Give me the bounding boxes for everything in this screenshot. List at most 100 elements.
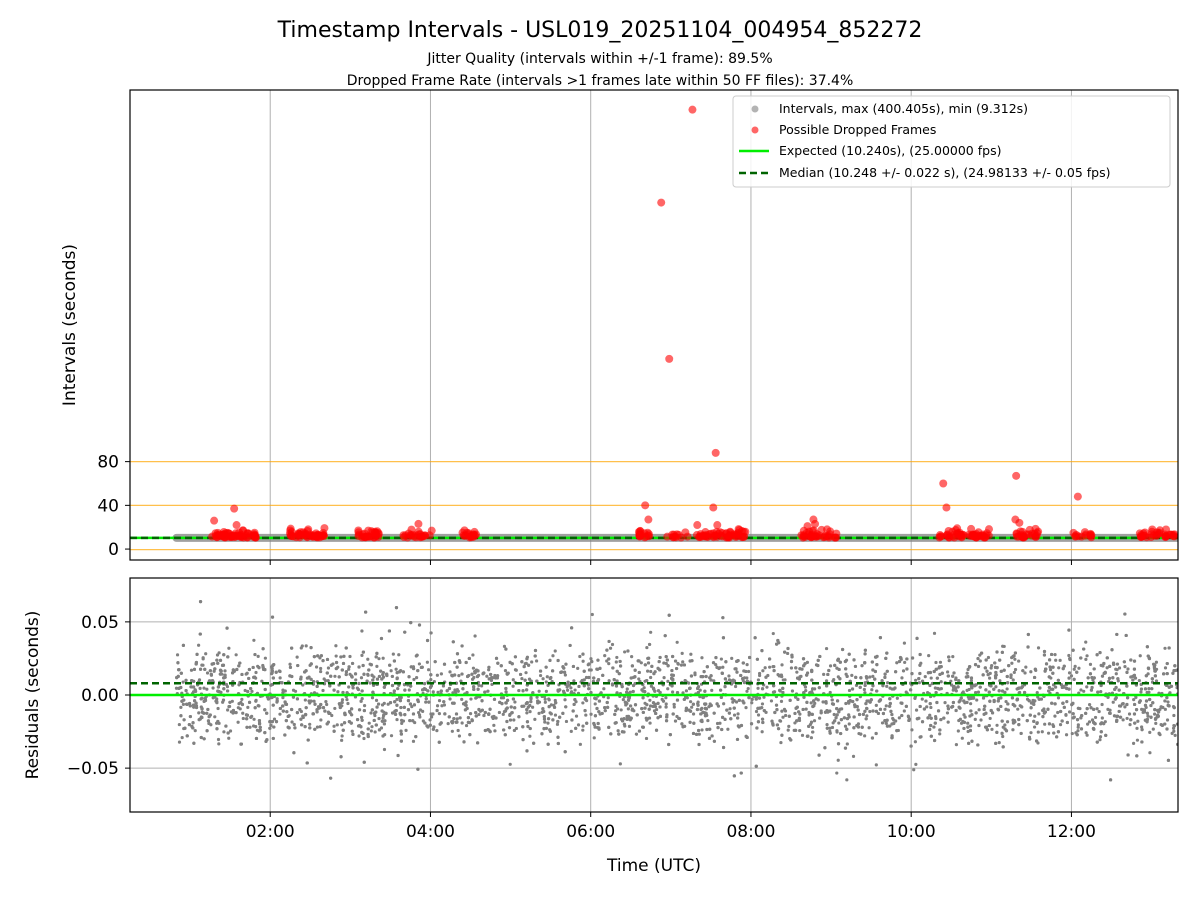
residual-point [350, 713, 354, 717]
residual-point [381, 713, 386, 718]
residual-point [240, 672, 244, 677]
residual-point [703, 706, 707, 710]
residual-point [1067, 671, 1072, 675]
residual-point [739, 723, 744, 728]
residual-point [870, 688, 874, 692]
residual-point [1058, 723, 1063, 727]
residual-point [719, 688, 723, 692]
residual-point [1069, 674, 1074, 678]
residual-point [615, 707, 620, 711]
residual-point [762, 695, 766, 699]
residual-point [1013, 657, 1017, 661]
residual-point [636, 659, 640, 663]
residual-point [455, 717, 459, 721]
residual-point [1132, 697, 1136, 702]
residual-point [368, 681, 372, 685]
residual-point [182, 718, 186, 722]
residual-point [875, 689, 879, 693]
residual-point [772, 684, 776, 688]
residual-point [202, 699, 206, 703]
residual-point [1153, 717, 1158, 721]
residual-point [1061, 667, 1065, 671]
residual-point [556, 735, 560, 739]
residual-point [457, 734, 462, 738]
residual-point [701, 674, 705, 679]
residual-point [1084, 711, 1088, 715]
residual-point [671, 690, 675, 694]
residual-point [608, 646, 613, 650]
residual-point [578, 742, 582, 746]
residual-point [1048, 658, 1052, 662]
residual-point [763, 666, 767, 670]
residual-point [822, 672, 826, 676]
residual-point [272, 717, 277, 721]
residual-point [777, 641, 781, 645]
residual-point [576, 723, 581, 727]
residual-point [729, 717, 733, 721]
residual-point [1165, 696, 1169, 700]
residual-point [705, 665, 709, 669]
residual-point [1115, 719, 1119, 724]
residual-point [956, 729, 960, 733]
residual-point [380, 709, 384, 713]
residual-point [1168, 691, 1172, 695]
residual-point [880, 721, 885, 725]
residual-point [1140, 725, 1144, 729]
residual-point [523, 662, 527, 666]
residual-point [1138, 699, 1142, 703]
residual-point [360, 730, 364, 734]
residual-point [415, 653, 419, 657]
residual-point [470, 672, 474, 676]
residual-point [710, 734, 714, 738]
residual-point [482, 713, 486, 718]
residual-point [756, 713, 761, 717]
residual-point [572, 702, 576, 707]
residual-point [481, 672, 485, 676]
residual-point [1037, 697, 1041, 701]
residual-point [215, 653, 220, 657]
residual-point [974, 691, 978, 695]
residual-point [794, 666, 798, 670]
residual-point [239, 742, 244, 746]
residual-point [455, 687, 459, 692]
residual-point [1103, 670, 1107, 674]
residual-point [379, 636, 384, 641]
residual-point [417, 623, 422, 627]
residual-point [568, 643, 572, 648]
residual-point [599, 691, 603, 695]
residual-point [450, 729, 454, 733]
residual-point [1005, 674, 1009, 679]
residual-point [1038, 686, 1042, 690]
residual-point [1032, 725, 1037, 729]
residual-point [684, 708, 688, 713]
residual-point [467, 656, 471, 661]
residual-point [1041, 708, 1045, 713]
residual-point [256, 654, 260, 658]
residual-point [396, 753, 400, 758]
residual-point [1051, 687, 1055, 691]
residual-point [399, 739, 403, 743]
residual-point [185, 702, 189, 706]
residual-point [871, 668, 875, 672]
residual-point [1037, 712, 1041, 716]
residual-point [707, 705, 711, 709]
residual-point [711, 661, 716, 665]
residual-point [641, 710, 645, 715]
dropped-frame-outlier [1073, 492, 1082, 501]
residual-point [393, 709, 397, 713]
dropped-frame-point [1162, 525, 1171, 534]
residual-point [721, 616, 725, 620]
residual-point [1048, 668, 1053, 672]
residual-point [875, 662, 879, 667]
residual-point [724, 660, 728, 664]
residual-point [435, 673, 439, 677]
dropped-frame-point [1016, 527, 1025, 536]
residual-point [395, 676, 399, 681]
residual-point [639, 661, 643, 665]
residual-point [1070, 731, 1074, 736]
residual-point [962, 699, 966, 703]
residual-point [625, 717, 629, 722]
residual-point [947, 655, 951, 659]
residual-point [1115, 662, 1120, 666]
residual-point [210, 662, 214, 666]
